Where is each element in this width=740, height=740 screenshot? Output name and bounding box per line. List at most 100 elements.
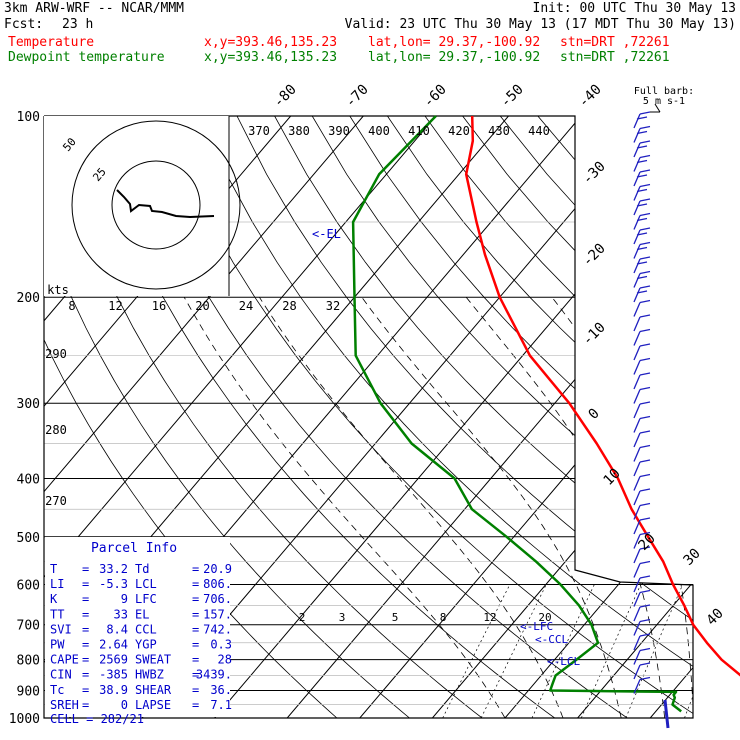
pressure-label: 400 xyxy=(17,472,40,487)
parcel-info-eq: = xyxy=(192,622,199,636)
wind-barb-staff xyxy=(633,606,641,622)
hodograph-ring-inner xyxy=(111,160,201,250)
wind-barb-staff xyxy=(633,360,641,375)
theta-label: 400 xyxy=(368,124,390,138)
mixing-ratio-line xyxy=(580,584,642,718)
parcel-info-key: CAPE xyxy=(50,653,79,667)
wind-barb-flag xyxy=(639,589,651,594)
isotherm-label: -60 xyxy=(421,82,450,111)
wind-barb-staff xyxy=(633,389,641,404)
wind-barb-staff xyxy=(633,273,641,288)
wind-barb-flag xyxy=(639,299,651,304)
parcel-info-key: HWBZ xyxy=(135,668,164,682)
mixing-ratio-label: 2 xyxy=(299,611,306,624)
wind-barb-flag xyxy=(639,314,651,318)
wind-barb-flag xyxy=(639,546,651,550)
wind-barb-staff xyxy=(633,490,641,506)
parcel-info-key: CCL xyxy=(135,622,157,636)
wind-barb-flag xyxy=(639,517,651,521)
parcel-info-eq: = xyxy=(82,562,89,576)
wind-barb-staff xyxy=(633,331,641,346)
wind-barb-flag xyxy=(639,647,651,652)
dry-adiabat-line xyxy=(161,116,693,718)
mixing-ratio-line xyxy=(442,584,511,718)
parcel-info-value: 9 xyxy=(121,592,128,606)
parcel-info-eq: = xyxy=(82,653,89,667)
parcel-info-key: SWEAT xyxy=(135,653,171,667)
diagram-frame xyxy=(43,115,694,719)
wind-barb-staff xyxy=(633,635,641,651)
lfc-marker: <-LFC xyxy=(520,620,553,633)
wind-barb-staff xyxy=(633,287,641,303)
wind-barb-flag xyxy=(639,328,651,333)
dry-adiabat-line xyxy=(575,116,693,718)
pressure-label: 700 xyxy=(17,619,40,634)
mixing-ratio-label: 5 xyxy=(392,611,399,624)
wind-barb-flag xyxy=(639,488,651,492)
parcel-info-eq: = xyxy=(192,698,199,712)
speed-label: 8 xyxy=(68,299,75,313)
parcel-info-eq: = xyxy=(82,622,89,636)
wind-barb-staff xyxy=(633,171,641,187)
pressure-label: 300 xyxy=(17,397,40,412)
isotherm-line xyxy=(44,116,437,718)
valid-time: Valid: 23 UTC Thu 30 May 13 (17 MDT Thu … xyxy=(344,17,736,32)
pressure-label: 800 xyxy=(17,654,40,669)
parcel-info-eq: = xyxy=(82,592,89,606)
mixing-ratio-label: 20 xyxy=(538,611,551,624)
temperature-line xyxy=(464,115,740,677)
wind-barb-staff xyxy=(633,563,641,578)
dry-adiabat-line xyxy=(726,116,740,731)
isotherm-label: -30 xyxy=(580,159,609,188)
wind-barbs xyxy=(633,103,670,729)
theta-label: 370 xyxy=(248,124,270,138)
wind-barb-staff xyxy=(633,621,641,636)
mixing-ratio-line xyxy=(480,584,547,718)
wind-barb-flag xyxy=(636,217,648,222)
parcel-info-eq: = xyxy=(192,683,199,697)
wind-barb-staff xyxy=(633,258,641,274)
parcel-info-key: K xyxy=(50,592,58,606)
parcel-info-value: 2569 xyxy=(99,653,128,667)
mixing-ratio-label: 12 xyxy=(483,611,496,624)
isotherm-label: 0 xyxy=(586,406,603,423)
wind-barb-flag xyxy=(639,401,651,405)
wind-barb-flag xyxy=(639,241,651,246)
init-time: Init: 00 UTC Thu 30 May 13 xyxy=(532,1,737,16)
wind-barb-flag xyxy=(639,386,651,391)
dewpoint-line xyxy=(351,115,682,713)
wind-barb-flag xyxy=(636,159,648,164)
parcel-info-value: 742. xyxy=(203,622,232,636)
wind-barb-flag xyxy=(639,285,651,289)
isotherm-line xyxy=(44,116,364,718)
dry-adiabat-line xyxy=(48,116,500,718)
wind-barb-staff xyxy=(633,432,641,448)
dry-adiabat-line xyxy=(199,116,693,718)
parcel-info-key: EL xyxy=(135,607,149,621)
parcel-info-value: -385 xyxy=(99,668,128,682)
pressure-label: 200 xyxy=(17,291,40,306)
parcel-info-key: SVI xyxy=(50,622,72,636)
wind-barb-staff xyxy=(633,534,641,549)
wind-barb-staff xyxy=(633,505,641,520)
isotherm-label: -70 xyxy=(343,82,372,111)
parcel-info-eq: = xyxy=(192,592,199,606)
wind-barb-staff xyxy=(633,664,641,680)
mixing-ratio-label: 3 xyxy=(339,611,346,624)
dry-adiabat-line xyxy=(274,116,693,718)
wind-barb-flag xyxy=(639,227,651,231)
wind-barb-flag xyxy=(639,154,651,159)
wind-barb-staff xyxy=(633,476,641,491)
parcel-info-value: 28 xyxy=(218,653,232,667)
parcel-info-value: 0.3 xyxy=(210,638,232,652)
wind-barb-staff xyxy=(633,200,641,216)
barb-unit-label: 5 m s-1 xyxy=(643,96,685,107)
dewpoint-xy: x,y=393.46,135.23 xyxy=(204,50,338,65)
parcel-info-key: LFC xyxy=(135,592,157,606)
dry-adiabat-line xyxy=(86,116,573,718)
theta-left-label: 270 xyxy=(45,494,67,508)
wind-barb-flag xyxy=(636,116,648,120)
wind-barb-flag xyxy=(636,290,648,294)
pressure-label: 1000 xyxy=(9,712,40,727)
